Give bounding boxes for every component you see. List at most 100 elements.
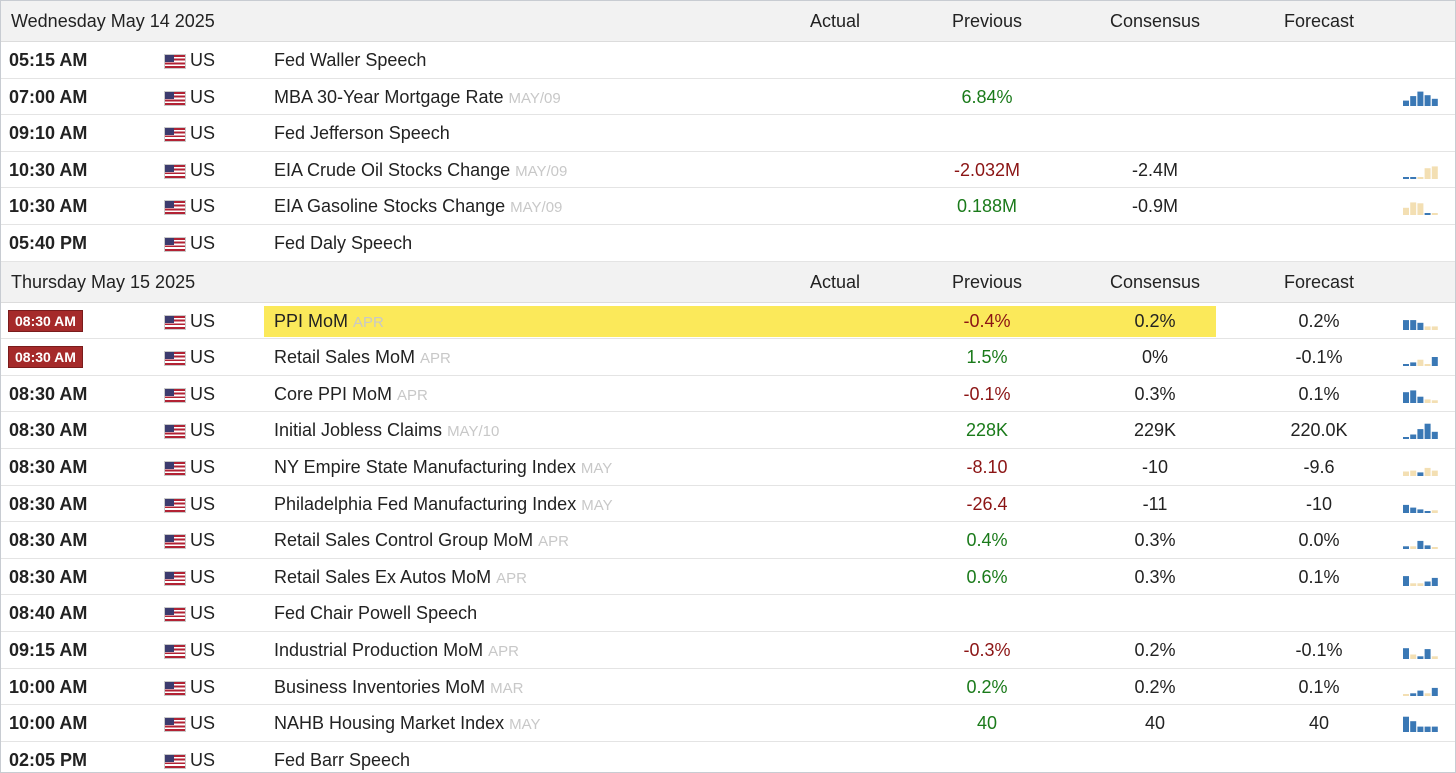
sparkline-chart-icon[interactable] — [1401, 494, 1441, 514]
event-row[interactable]: 08:30 AM US Retail Sales Control Group M… — [1, 522, 1455, 559]
event-name[interactable]: MBA 30-Year Mortgage Rate MAY/09 — [274, 87, 561, 108]
sparkline-bar — [1403, 504, 1409, 513]
event-country: US — [190, 566, 216, 587]
col-previous[interactable]: Previous — [951, 11, 1023, 31]
event-title[interactable]: NAHB Housing Market Index — [274, 713, 505, 734]
sparkline-bar — [1431, 213, 1438, 216]
sparkline-chart-icon[interactable] — [1401, 420, 1441, 440]
event-title[interactable]: Industrial Production MoM — [274, 639, 484, 660]
col-consensus[interactable]: Consensus — [1109, 11, 1201, 31]
event-row[interactable]: 08:30 AM US Philadelphia Fed Manufacturi… — [1, 486, 1455, 523]
sparkline-chart-icon[interactable] — [1401, 87, 1441, 107]
sparkline-chart-icon[interactable] — [1401, 457, 1441, 477]
event-title[interactable]: Fed Jefferson Speech — [274, 123, 450, 144]
col-consensus[interactable]: Consensus — [1109, 271, 1201, 292]
event-row[interactable]: 10:30 AM US EIA Gasoline Stocks Change MA… — [1, 188, 1455, 225]
event-title[interactable]: Retail Sales MoM — [274, 347, 416, 368]
us-flag-icon — [164, 607, 186, 623]
event-row[interactable]: 08:30 AM US Retail Sales Ex Autos MoM APR… — [1, 559, 1455, 596]
event-country: US — [190, 420, 216, 441]
event-name[interactable]: EIA Crude Oil Stocks Change MAY/09 — [274, 160, 567, 181]
sparkline-bar — [1403, 100, 1409, 106]
event-name[interactable]: Fed Waller Speech — [274, 50, 431, 71]
event-row[interactable]: 05:40 PM US Fed Daly Speech — [1, 225, 1455, 262]
sparkline-bar — [1417, 429, 1424, 440]
event-name[interactable]: Industrial Production MoM APR — [274, 640, 519, 661]
event-name[interactable]: Initial Jobless Claims MAY/10 — [274, 420, 499, 441]
event-title[interactable]: Fed Barr Speech — [274, 749, 411, 770]
sparkline-bar — [1403, 391, 1409, 403]
event-title[interactable]: PPI MoM — [274, 310, 349, 331]
event-title[interactable]: Initial Jobless Claims — [274, 420, 443, 441]
event-title[interactable]: Fed Daly Speech — [274, 232, 413, 253]
event-name[interactable]: Core PPI MoM APR — [274, 384, 428, 405]
event-title[interactable]: EIA Gasoline Stocks Change — [274, 196, 506, 217]
col-forecast[interactable]: Forecast — [1283, 11, 1355, 31]
us-flag-icon — [164, 387, 186, 403]
sparkline-chart-icon[interactable] — [1401, 530, 1441, 550]
col-actual[interactable]: Actual — [809, 271, 861, 292]
event-reference: MAY — [580, 459, 613, 477]
event-row[interactable]: 07:00 AM US MBA 30-Year Mortgage Rate MAY… — [1, 79, 1455, 116]
sparkline-chart-icon[interactable] — [1401, 196, 1441, 216]
us-flag-icon — [164, 680, 186, 696]
event-title[interactable]: Retail Sales Ex Autos MoM — [274, 566, 492, 587]
sparkline-bar — [1403, 437, 1409, 440]
event-name[interactable]: Fed Barr Speech — [274, 750, 415, 771]
event-row[interactable]: 09:10 AM US Fed Jefferson Speech — [1, 115, 1455, 152]
event-row[interactable]: 02:05 PM US Fed Barr Speech — [1, 742, 1455, 772]
sparkline-chart-icon[interactable] — [1401, 640, 1441, 660]
sparkline-chart-icon[interactable] — [1401, 567, 1441, 587]
event-name[interactable]: Business Inventories MoM MAR — [274, 677, 523, 698]
sparkline-chart-icon[interactable] — [1401, 677, 1441, 697]
event-row[interactable]: 10:30 AM US EIA Crude Oil Stocks Change M… — [1, 152, 1455, 189]
col-actual[interactable]: Actual — [809, 11, 861, 31]
event-title[interactable]: NY Empire State Manufacturing Index — [274, 456, 576, 477]
event-row[interactable]: 08:30 AM US PPI MoM APR -0.4% 0.2% 0.2% — [1, 303, 1455, 340]
event-name[interactable]: Fed Chair Powell Speech — [274, 603, 482, 624]
event-name[interactable]: Fed Daly Speech — [274, 233, 417, 254]
us-flag-icon — [164, 424, 186, 440]
col-forecast[interactable]: Forecast — [1283, 271, 1355, 292]
event-title[interactable]: Fed Waller Speech — [274, 50, 427, 70]
event-row[interactable]: 08:30 AM US Core PPI MoM APR -0.1% 0.3% 0… — [1, 376, 1455, 413]
sparkline-chart-icon[interactable] — [1401, 347, 1441, 367]
event-name[interactable]: Philadelphia Fed Manufacturing Index MAY — [274, 494, 613, 515]
event-title[interactable]: Retail Sales Control Group MoM — [274, 530, 534, 551]
event-title[interactable]: Business Inventories MoM — [274, 676, 486, 697]
consensus-value: -10 — [1141, 456, 1168, 477]
event-name[interactable]: Retail Sales MoM APR — [274, 347, 451, 368]
event-name[interactable]: Fed Jefferson Speech — [274, 123, 455, 144]
event-row[interactable]: 08:30 AM US Initial Jobless Claims MAY/10… — [1, 412, 1455, 449]
sparkline-chart-icon[interactable] — [1401, 311, 1441, 331]
event-row[interactable]: 08:30 AM US NY Empire State Manufacturin… — [1, 449, 1455, 486]
event-title[interactable]: Philadelphia Fed Manufacturing Index — [274, 493, 577, 514]
sparkline-bar — [1424, 692, 1431, 696]
event-name[interactable]: PPI MoM APR — [274, 311, 384, 332]
event-row[interactable]: 05:15 AM US Fed Waller Speech — [1, 42, 1455, 79]
event-row[interactable]: 10:00 AM US Business Inventories MoM MAR … — [1, 669, 1455, 706]
event-title[interactable]: MBA 30-Year Mortgage Rate — [274, 86, 504, 107]
sparkline-chart-icon[interactable] — [1401, 713, 1441, 733]
event-country: US — [190, 530, 216, 551]
sparkline-chart-icon[interactable] — [1401, 384, 1441, 404]
event-row[interactable]: 08:30 AM US Retail Sales MoM APR 1.5% 0% … — [1, 339, 1455, 376]
event-name[interactable]: EIA Gasoline Stocks Change MAY/09 — [274, 196, 562, 217]
event-name[interactable]: Retail Sales Ex Autos MoM APR — [274, 567, 527, 588]
sparkline-chart-icon[interactable] — [1401, 160, 1441, 180]
event-title[interactable]: Fed Chair Powell Speech — [274, 603, 478, 624]
event-name[interactable]: NAHB Housing Market Index MAY — [274, 713, 541, 734]
event-row[interactable]: 10:00 AM US NAHB Housing Market Index MAY… — [1, 705, 1455, 742]
col-previous[interactable]: Previous — [951, 271, 1023, 292]
event-country: US — [190, 310, 216, 331]
consensus-value: 0.3% — [1134, 383, 1176, 404]
event-title[interactable]: Core PPI MoM — [274, 383, 393, 404]
event-row[interactable]: 08:40 AM US Fed Chair Powell Speech — [1, 595, 1455, 632]
event-time: 05:15 AM — [9, 50, 88, 70]
event-name[interactable]: Retail Sales Control Group MoM APR — [274, 530, 569, 551]
event-row[interactable]: 09:15 AM US Industrial Production MoM APR… — [1, 632, 1455, 669]
sparkline-bar — [1403, 176, 1409, 179]
event-title[interactable]: EIA Crude Oil Stocks Change — [274, 159, 511, 180]
sparkline-bar — [1410, 721, 1417, 733]
event-name[interactable]: NY Empire State Manufacturing Index MAY — [274, 457, 612, 478]
